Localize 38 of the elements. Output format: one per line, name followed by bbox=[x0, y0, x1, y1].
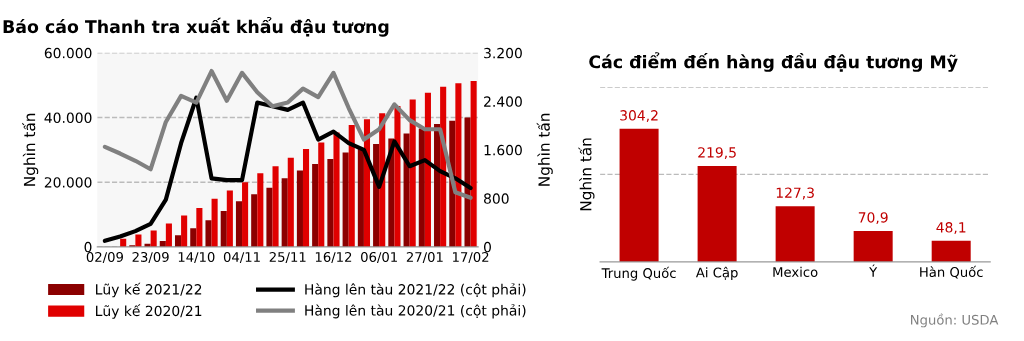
x-tick-label: Trung Quốc bbox=[601, 266, 676, 281]
x-tick-label: Hàn Quốc bbox=[920, 265, 983, 279]
y2-axis-title: Nghìn tấn bbox=[536, 113, 553, 186]
data-label: 219,5 bbox=[698, 147, 736, 160]
x-tick-label: 17/02 bbox=[453, 251, 489, 263]
y2-tick-label: 3.200 bbox=[484, 47, 522, 59]
x-tick-label: 02/09 bbox=[86, 251, 123, 263]
legend-label: Hàng lên tàu 2020/21 (cột phải) bbox=[305, 304, 526, 319]
y-tick-label: 40.000 bbox=[44, 112, 92, 124]
y-tick-label: 20.000 bbox=[44, 177, 92, 188]
y2-tick-label: 0 bbox=[483, 241, 491, 253]
x-tick-label: 16/12 bbox=[315, 251, 352, 263]
x-tick-label: 23/09 bbox=[132, 251, 169, 263]
legend-label: Hàng lên tàu 2021/22 (cột phải) bbox=[305, 283, 526, 298]
y2-tick-label: 800 bbox=[484, 193, 509, 204]
y-axis-title: Nghìn tấn bbox=[578, 138, 595, 211]
y2-tick-label: 2.400 bbox=[484, 96, 522, 107]
data-label: 304,2 bbox=[620, 110, 658, 123]
x-tick-label: Ai Cập bbox=[695, 266, 738, 281]
x-tick-label: 25/11 bbox=[269, 251, 306, 263]
legend-label: Lũy kế 2020/21 bbox=[96, 304, 202, 319]
data-label: 127,3 bbox=[776, 187, 814, 200]
x-tick-label: 14/10 bbox=[178, 251, 215, 263]
x-tick-label: 27/01 bbox=[406, 251, 443, 263]
x-tick-label: Ý bbox=[869, 264, 878, 277]
x-tick-label: 04/11 bbox=[223, 251, 260, 263]
y2-tick-label: 1.600 bbox=[484, 144, 522, 156]
y-tick-label: 60.000 bbox=[44, 47, 92, 59]
data-label: 70,9 bbox=[858, 212, 888, 225]
y-axis-title: Nghìn tấn bbox=[22, 113, 39, 186]
chart-title: Báo cáo Thanh tra xuất khẩu đậu tương bbox=[3, 17, 389, 37]
legend-label: Lũy kế 2021/22 bbox=[96, 282, 202, 298]
y-tick-label: 0 bbox=[84, 241, 92, 253]
text: Nguồn: USDA bbox=[911, 313, 999, 328]
chart-title: Các điểm đến hàng đầu đậu tương Mỹ bbox=[589, 52, 958, 72]
data-label: 48,1 bbox=[936, 222, 966, 235]
x-tick-label: 06/01 bbox=[361, 251, 397, 263]
x-tick-label: Mexico bbox=[773, 266, 818, 277]
